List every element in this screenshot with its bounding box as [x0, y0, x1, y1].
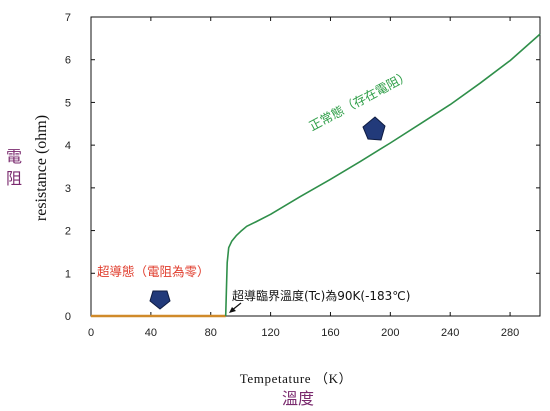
x-tick-label: 240 — [441, 327, 459, 339]
annotations: 超導態（電阻為零） 正常態（存在電阻） 超導臨界溫度(Tc)為90K(-183℃… — [6, 68, 413, 408]
y-tick-label: 1 — [65, 268, 71, 280]
y-tick-label: 3 — [65, 183, 71, 195]
y-tick-label: 2 — [65, 226, 71, 238]
plot-frame — [90, 16, 541, 317]
superconducting-label: 超導態（電阻為零） — [97, 264, 210, 279]
normal-state-marker-icon — [362, 116, 386, 141]
y-tick-label: 7 — [65, 12, 71, 24]
x-tick-label: 0 — [88, 327, 94, 339]
axes — [90, 16, 541, 317]
x-axis-title-zh: 溫度 — [282, 389, 314, 408]
x-tick-label: 40 — [145, 327, 157, 339]
superconducting-marker-icon — [149, 290, 171, 310]
x-tick-label: 200 — [381, 327, 399, 339]
series-line-1 — [224, 33, 541, 317]
ticks: 0 40 80 120 160 200 240 280 0 1 2 3 4 5 6 7 — [65, 12, 540, 339]
y-axis-title-zh-1: 電 — [6, 147, 22, 166]
series — [91, 33, 541, 318]
x-axis-title: Tempetature （K） — [240, 371, 352, 386]
y-axis-title: resistance (ohm) — [33, 115, 50, 221]
x-tick-label: 80 — [205, 327, 217, 339]
y-axis-title-zh-2: 阻 — [6, 169, 22, 188]
x-tick-label: 280 — [501, 327, 519, 339]
tc-pointer-arrowhead-icon — [229, 307, 236, 313]
y-tick-label: 6 — [65, 55, 71, 67]
normal-state-label: 正常態（存在電阻） — [306, 68, 412, 134]
critical-temperature-label: 超導臨界溫度(Tc)為90K(-183℃) — [232, 288, 410, 303]
y-tick-label: 4 — [65, 140, 71, 152]
x-tick-label: 160 — [321, 327, 339, 339]
y-tick-label: 0 — [65, 311, 71, 323]
x-tick-label: 120 — [261, 327, 279, 339]
y-tick-label: 5 — [65, 97, 71, 109]
